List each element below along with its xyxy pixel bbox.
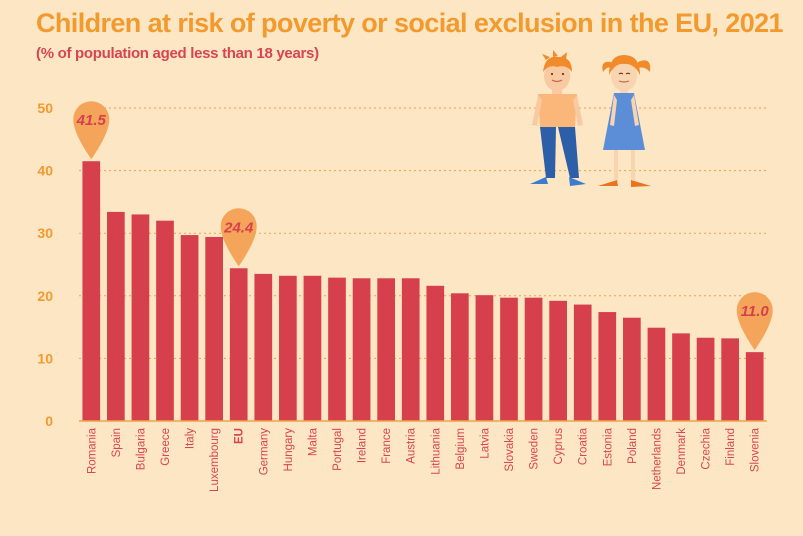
callout-bubble	[736, 292, 773, 351]
bar-austria	[401, 278, 420, 421]
bar-lithuania	[426, 285, 445, 421]
bar-belgium	[451, 293, 469, 421]
value-callouts: 41.5 24.4 11.0	[73, 101, 773, 351]
bar-poland	[623, 317, 641, 421]
x-category-label: Lithuania	[430, 427, 442, 474]
x-category-label: Malta	[307, 427, 319, 456]
x-category-label: Luxembourg	[209, 428, 221, 492]
chart-title: Children at risk of poverty or social ex…	[36, 8, 784, 38]
x-category-label: Czechia	[701, 427, 713, 469]
callout-value: 41.5	[76, 112, 107, 129]
bar-malta	[303, 275, 322, 421]
x-category-label: France	[381, 428, 393, 464]
callout-slovenia: 11.0	[736, 292, 773, 351]
y-tick-label: 30	[37, 225, 53, 241]
x-category-label: Cyprus	[553, 428, 565, 465]
x-category-label: Sweden	[529, 428, 541, 470]
bar-bulgaria	[131, 214, 150, 421]
callout-value: 11.0	[741, 303, 770, 320]
x-category-label: Germany	[258, 428, 270, 476]
x-category-label: Romania	[86, 427, 98, 474]
x-category-label: Slovakia	[504, 427, 516, 471]
callout-bubble	[220, 208, 257, 267]
bar-croatia	[573, 304, 592, 421]
x-category-label: Belgium	[455, 428, 467, 470]
bar-italy	[180, 235, 199, 421]
callout-eu: 24.4	[220, 208, 257, 267]
bar-france	[377, 278, 395, 421]
y-tick-label: 0	[45, 413, 53, 429]
bar-greece	[156, 220, 174, 421]
bar-slovakia	[500, 297, 518, 421]
bar-finland	[721, 338, 739, 421]
chart-subtitle: (% of population aged less than 18 years…	[36, 45, 319, 62]
bar-eu	[229, 268, 248, 421]
bar-estonia	[598, 312, 617, 421]
x-category-label: Austria	[406, 427, 418, 463]
bar-spain	[107, 211, 125, 421]
x-category-label: Italy	[185, 428, 197, 449]
bar-cyprus	[549, 300, 567, 421]
x-category-label: Slovenia	[750, 427, 762, 472]
y-tick-label: 10	[37, 350, 53, 366]
children-illustration	[530, 50, 651, 187]
x-category-label: Portugal	[332, 428, 344, 471]
girl-figure	[598, 55, 651, 187]
bar-ireland	[352, 278, 371, 421]
x-category-label: Ireland	[357, 428, 369, 463]
x-category-label: Hungary	[283, 428, 295, 472]
bar-sweden	[524, 297, 543, 421]
x-category-label: Estonia	[602, 427, 614, 466]
bar-hungary	[279, 275, 297, 421]
boy-figure	[530, 50, 586, 186]
bar-netherlands	[647, 327, 666, 421]
x-category-label: Finland	[725, 428, 737, 466]
y-tick-label: 20	[37, 288, 53, 304]
bar-luxembourg	[205, 236, 223, 421]
bar-germany	[254, 273, 273, 421]
bar-romania	[82, 161, 101, 421]
callout-bubble	[73, 101, 110, 160]
x-category-label: Greece	[160, 428, 172, 466]
callout-value: 24.4	[223, 219, 254, 236]
bar-czechia	[696, 337, 715, 421]
y-axis-ticks: 0 10 20 30 40 50	[37, 100, 53, 429]
bar-denmark	[672, 333, 690, 421]
bars	[82, 161, 764, 421]
x-category-label: Latvia	[479, 427, 491, 458]
bar-latvia	[475, 295, 494, 421]
bar-portugal	[328, 277, 346, 421]
x-category-label: Spain	[111, 428, 123, 457]
y-tick-label: 50	[37, 100, 53, 116]
x-category-label: Denmark	[676, 428, 688, 475]
bar-slovenia	[745, 352, 764, 421]
x-category-label: Croatia	[578, 427, 590, 465]
x-category-label: EU	[234, 428, 246, 444]
x-category-label: Poland	[627, 428, 639, 464]
y-tick-label: 40	[37, 163, 53, 179]
x-category-label: Bulgaria	[135, 427, 147, 470]
x-axis-labels: Romania Spain Bulgaria Greece Italy Luxembour…	[86, 427, 761, 492]
callout-romania: 41.5	[73, 101, 110, 160]
x-category-label: Netherlands	[651, 428, 663, 490]
